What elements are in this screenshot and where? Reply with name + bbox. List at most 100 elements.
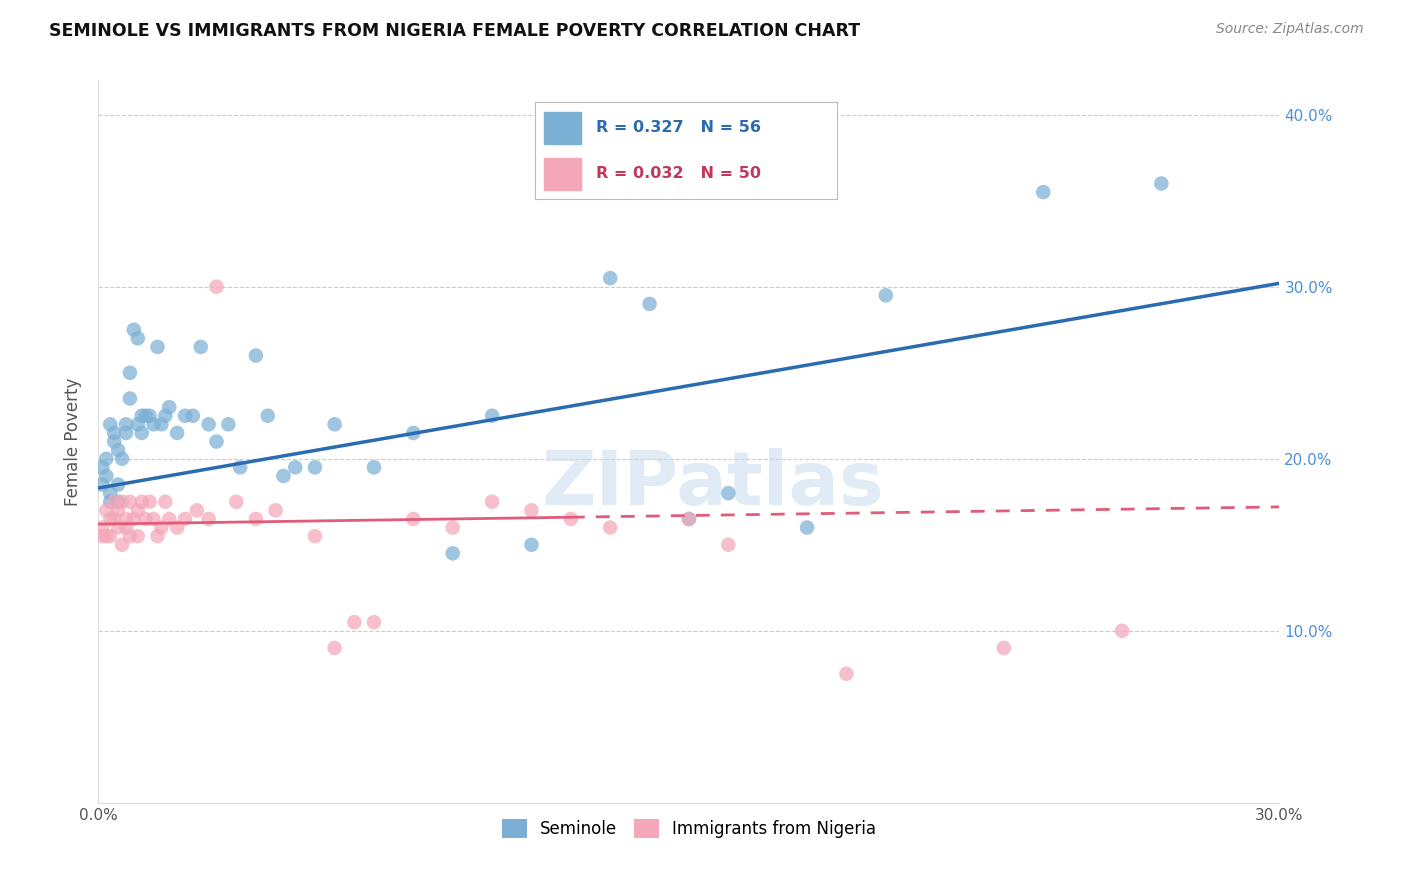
Point — [217, 417, 239, 432]
Point — [142, 417, 165, 432]
Point — [245, 512, 267, 526]
Point — [796, 520, 818, 534]
Point — [363, 460, 385, 475]
Point — [599, 271, 621, 285]
Point — [98, 529, 121, 543]
Point — [1032, 185, 1054, 199]
Point — [520, 503, 543, 517]
Point — [197, 512, 219, 526]
Point — [142, 512, 165, 526]
Legend: Seminole, Immigrants from Nigeria: Seminole, Immigrants from Nigeria — [495, 813, 883, 845]
Point — [115, 425, 138, 440]
Point — [205, 434, 228, 449]
Point — [118, 392, 141, 406]
Point — [264, 503, 287, 517]
Point — [96, 469, 118, 483]
Point — [304, 529, 326, 543]
Point — [111, 451, 134, 466]
Point — [127, 529, 149, 543]
Point — [131, 409, 153, 423]
Point — [111, 494, 134, 508]
Point — [127, 503, 149, 517]
Point — [520, 538, 543, 552]
Point — [103, 494, 125, 508]
Point — [118, 529, 141, 543]
Point — [91, 529, 114, 543]
Point — [91, 477, 114, 491]
Point — [96, 503, 118, 517]
Point — [122, 512, 145, 526]
Point — [197, 417, 219, 432]
Point — [107, 520, 129, 534]
Point — [402, 512, 425, 526]
Point — [131, 425, 153, 440]
Point — [225, 494, 247, 508]
Point — [96, 529, 118, 543]
Point — [131, 494, 153, 508]
Point — [150, 520, 173, 534]
Text: Source: ZipAtlas.com: Source: ZipAtlas.com — [1216, 22, 1364, 37]
Point — [717, 538, 740, 552]
Point — [273, 469, 295, 483]
Point — [229, 460, 252, 475]
Point — [284, 460, 307, 475]
Point — [678, 512, 700, 526]
Text: ZIPatlas: ZIPatlas — [541, 449, 884, 522]
Point — [638, 297, 661, 311]
Point — [1150, 177, 1173, 191]
Point — [122, 323, 145, 337]
Point — [205, 279, 228, 293]
Point — [174, 512, 197, 526]
Point — [717, 486, 740, 500]
Point — [107, 503, 129, 517]
Point — [135, 409, 157, 423]
Point — [107, 477, 129, 491]
Point — [107, 443, 129, 458]
Point — [98, 512, 121, 526]
Point — [115, 417, 138, 432]
Point — [157, 512, 180, 526]
Point — [441, 546, 464, 560]
Point — [155, 494, 177, 508]
Point — [98, 417, 121, 432]
Point — [323, 640, 346, 655]
Point — [103, 512, 125, 526]
Point — [256, 409, 278, 423]
Point — [107, 494, 129, 508]
Point — [304, 460, 326, 475]
Point — [155, 409, 177, 423]
Point — [127, 417, 149, 432]
Point — [835, 666, 858, 681]
Point — [402, 425, 425, 440]
Point — [111, 538, 134, 552]
Point — [96, 451, 118, 466]
Point — [150, 417, 173, 432]
Point — [115, 520, 138, 534]
Point — [115, 512, 138, 526]
Point — [138, 409, 160, 423]
Point — [157, 400, 180, 414]
Point — [678, 512, 700, 526]
Point — [146, 529, 169, 543]
Point — [146, 340, 169, 354]
Point — [481, 409, 503, 423]
Point — [343, 615, 366, 630]
Point — [875, 288, 897, 302]
Point — [138, 494, 160, 508]
Point — [441, 520, 464, 534]
Text: SEMINOLE VS IMMIGRANTS FROM NIGERIA FEMALE POVERTY CORRELATION CHART: SEMINOLE VS IMMIGRANTS FROM NIGERIA FEMA… — [49, 22, 860, 40]
Point — [181, 409, 204, 423]
Point — [103, 434, 125, 449]
Point — [98, 494, 121, 508]
Point — [166, 425, 188, 440]
Point — [323, 417, 346, 432]
Point — [135, 512, 157, 526]
Point — [174, 409, 197, 423]
Point — [560, 512, 582, 526]
Point — [118, 494, 141, 508]
Point — [127, 331, 149, 345]
Point — [166, 520, 188, 534]
Point — [993, 640, 1015, 655]
Point — [363, 615, 385, 630]
Point — [481, 494, 503, 508]
